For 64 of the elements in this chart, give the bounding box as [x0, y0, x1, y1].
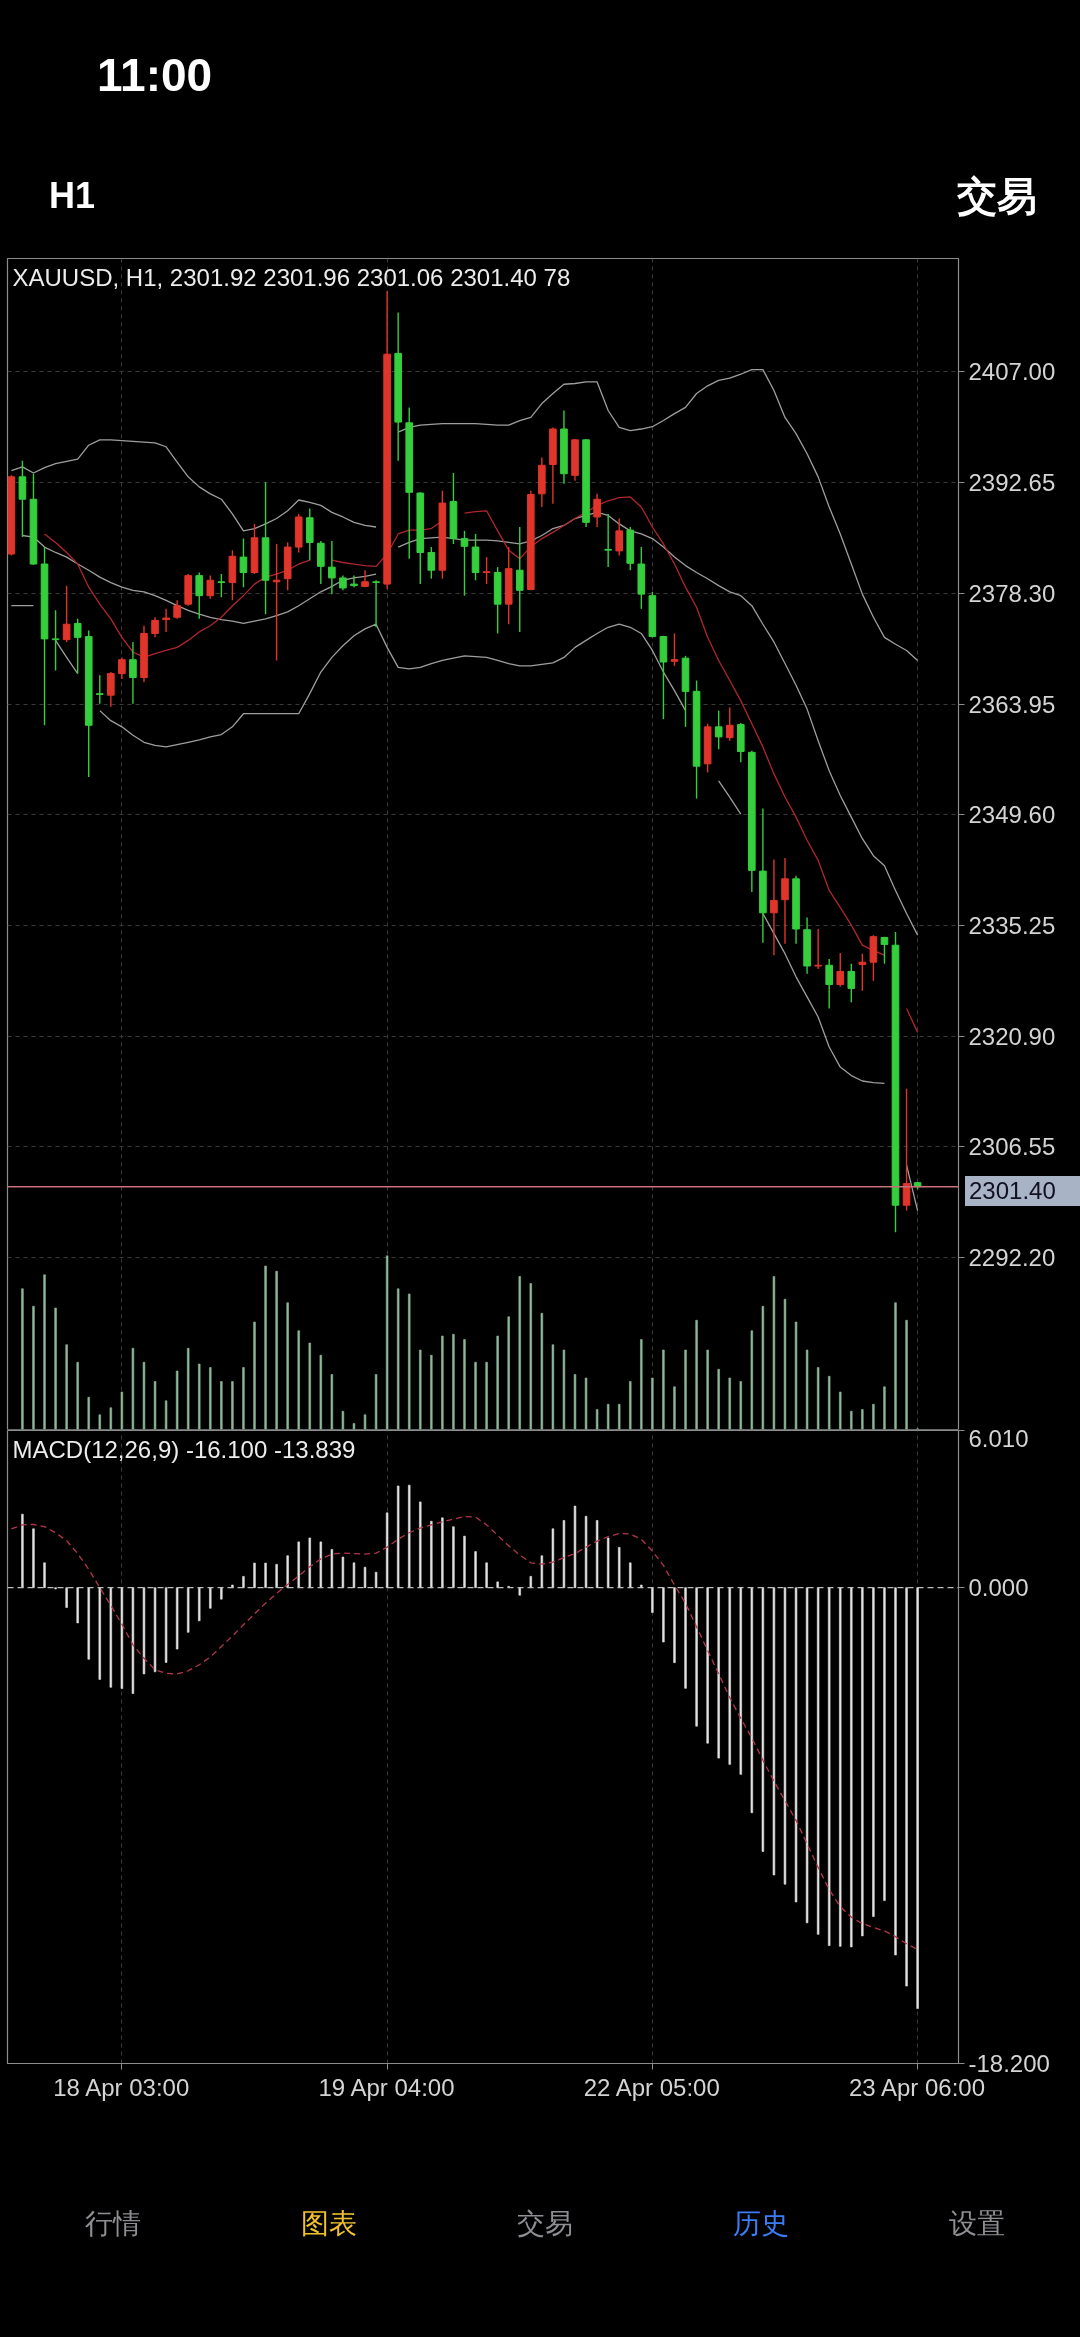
y-tick-label: 2335.25	[968, 912, 1056, 940]
x-tick-label: 22 Apr 05:00	[583, 2073, 720, 2101]
candlestick	[781, 857, 789, 945]
y-tick-label: 2392.65	[968, 469, 1056, 497]
candlestick	[328, 540, 336, 595]
candlestick	[814, 928, 822, 970]
y-tick-label: 2320.90	[968, 1022, 1056, 1050]
candlestick	[62, 584, 71, 643]
ref-line-label: 2301.40	[965, 1176, 1080, 1206]
x-tick-label: 18 Apr 03:00	[53, 2073, 190, 2101]
candlestick	[515, 526, 524, 633]
y-tick-label: 6.010	[968, 1424, 1029, 1452]
text: 设置	[948, 2207, 1006, 2241]
text: 行情	[84, 2207, 142, 2241]
text: 交易	[516, 2207, 574, 2241]
candlestick	[173, 599, 181, 620]
text: 图表	[300, 2207, 358, 2241]
text: 11:00	[97, 49, 213, 101]
text: 交易	[957, 173, 1037, 219]
candlestick	[482, 556, 491, 585]
y-tick-label: 2306.55	[968, 1133, 1056, 1161]
candlestick	[770, 858, 778, 956]
candlestick	[18, 459, 27, 538]
y-tick-label: 2349.60	[968, 801, 1056, 829]
candlestick	[73, 618, 82, 675]
candlestick	[162, 608, 170, 633]
candlestick	[670, 632, 679, 667]
candlestick	[195, 571, 204, 620]
candlestick	[51, 609, 60, 672]
candlestick	[206, 574, 215, 600]
chart-title: XAUUSD, H1, 2301.92 2301.96 2301.06 2301.40 78	[12, 263, 571, 291]
candlestick	[615, 517, 624, 557]
candlestick	[427, 546, 436, 580]
candlestick	[118, 656, 126, 680]
candlestick	[825, 958, 834, 1010]
y-tick-label: 2407.00	[968, 358, 1056, 386]
candlestick	[836, 952, 845, 988]
text: H1	[49, 175, 96, 217]
candlestick	[725, 706, 734, 742]
y-tick-label: 2292.20	[968, 1244, 1056, 1272]
candlestick	[217, 573, 226, 598]
y-tick-label: 2378.30	[968, 579, 1056, 607]
candlestick	[317, 540, 325, 585]
candlestick	[361, 569, 369, 588]
candlestick	[95, 674, 104, 705]
candlestick	[858, 952, 867, 992]
chart-title: MACD(12,26,9) -16.100 -13.839	[12, 1435, 356, 1463]
y-tick-label: 2363.95	[968, 690, 1056, 718]
candlestick	[902, 1088, 911, 1212]
candlestick	[593, 493, 601, 528]
text: 历史	[732, 2207, 790, 2241]
candlestick	[604, 513, 612, 568]
candlestick	[714, 709, 723, 750]
candlestick	[239, 537, 248, 588]
candlestick	[107, 671, 115, 708]
candlestick	[880, 936, 889, 965]
candlestick	[372, 579, 380, 629]
candlestick	[129, 641, 137, 705]
y-tick-label: 0.000	[968, 1574, 1029, 1602]
x-tick-label: 19 Apr 04:00	[318, 2073, 455, 2101]
candlestick	[151, 616, 159, 639]
candlestick	[847, 963, 856, 1003]
candlestick	[350, 574, 358, 588]
candlestick	[460, 530, 469, 597]
